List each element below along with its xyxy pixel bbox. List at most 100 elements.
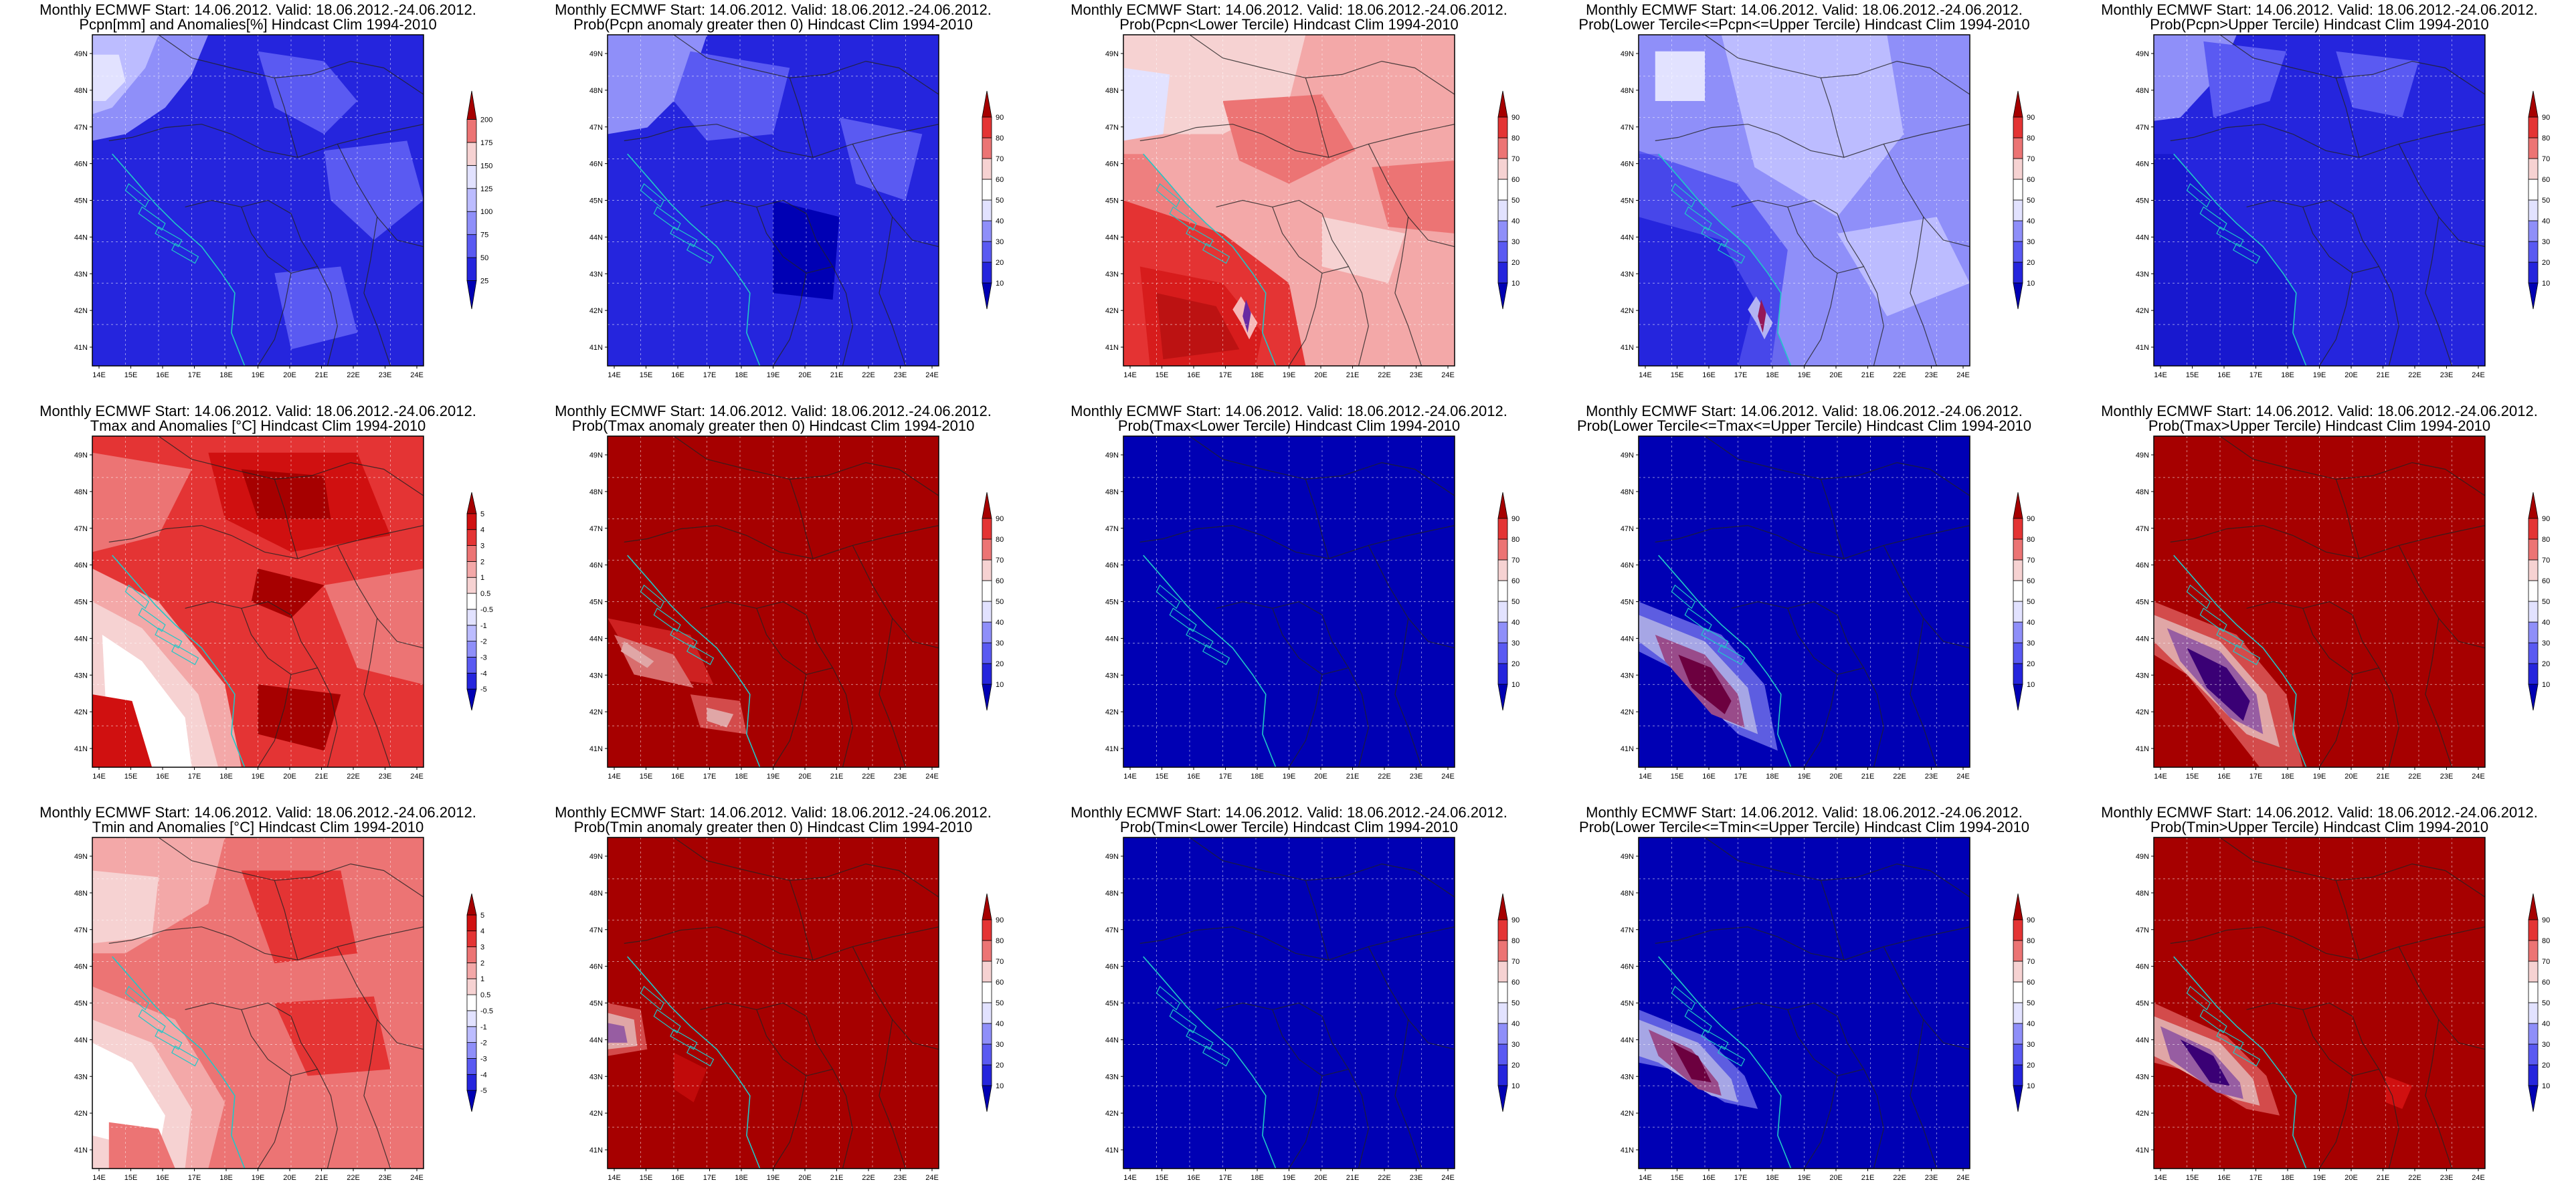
country-border — [673, 35, 939, 95]
latitude-labels: 49N 48N 47N 46N 45N 44N 43N 42N 41N — [1621, 853, 1639, 1155]
lat-label: 46N — [1105, 963, 1119, 971]
colorbar-segment — [2528, 199, 2539, 221]
lon-label: 18E — [1251, 773, 1264, 781]
colorbar-label: 80 — [1511, 536, 1520, 544]
lon-label: 14E — [608, 773, 621, 781]
colorbar-segment — [466, 1042, 477, 1059]
colorbar-segment — [466, 119, 477, 143]
lat-label: 42N — [74, 1110, 88, 1118]
colorbar-label: 80 — [996, 937, 1004, 945]
lon-label: 22E — [862, 1174, 875, 1182]
island-outline — [1186, 1029, 1214, 1050]
lon-label: 24E — [1956, 1174, 1970, 1182]
island-outline — [1701, 627, 1729, 649]
lat-label: 43N — [1105, 672, 1119, 680]
lat-label: 47N — [1621, 926, 1634, 934]
colorbar-label: 40 — [2542, 1020, 2550, 1028]
colorbar-label: 40 — [1511, 619, 1520, 627]
colorbar-segment — [2528, 1023, 2539, 1045]
colorbar-segment — [1497, 940, 1508, 962]
lon-label: 21E — [1346, 773, 1360, 781]
colorbar-label: 2 — [480, 558, 484, 566]
colorbar-label: 125 — [480, 185, 492, 193]
colorbar-segment — [982, 1002, 992, 1024]
colorbar-label: 70 — [2027, 958, 2035, 966]
colorbar-label: 200 — [480, 116, 492, 124]
country-border — [2170, 524, 2485, 559]
country-border — [1787, 608, 1864, 676]
lon-label: 14E — [92, 773, 106, 781]
lon-label: 23E — [1410, 1174, 1423, 1182]
lon-label: 23E — [379, 773, 392, 781]
latitude-labels: 49N 48N 47N 46N 45N 44N 43N 42N 41N — [74, 452, 92, 753]
lon-label: 20E — [283, 1174, 296, 1182]
contour-region — [773, 200, 840, 300]
country-border — [1803, 1076, 1838, 1169]
lat-label: 47N — [2136, 525, 2149, 533]
colorbar-segment — [982, 137, 992, 159]
lat-label: 43N — [74, 1073, 88, 1081]
colorbar-label: 0.5 — [480, 590, 490, 598]
longitude-labels: 14E 15E 16E 17E 18E 19E 20E 21E 22E 23E 24E — [92, 767, 424, 781]
lon-label: 17E — [703, 371, 717, 379]
country-border — [789, 880, 814, 961]
lat-label: 45N — [74, 197, 88, 205]
colorbar-segment — [2528, 601, 2539, 623]
coastline — [627, 956, 761, 1169]
colorbar-segment — [1497, 116, 1508, 138]
colorbar-label: 10 — [2542, 1082, 2550, 1090]
lat-label: 47N — [589, 124, 603, 132]
country-border — [1820, 78, 1845, 158]
lat-label: 41N — [2136, 1146, 2149, 1155]
colorbar-segment — [982, 1023, 992, 1045]
lat-label: 49N — [2136, 452, 2149, 460]
colorbar-label: 10 — [2542, 681, 2550, 689]
colorbar-segment — [2528, 580, 2539, 602]
colorbar-segment — [2013, 1064, 2023, 1086]
lon-label: 18E — [2281, 773, 2294, 781]
lat-label: 44N — [1621, 635, 1634, 643]
country-border — [1820, 479, 1845, 559]
country-border — [158, 436, 424, 496]
panel-title-line2: Prob(Pcpn>Upper Tercile) Hindcast Clim 1… — [2150, 16, 2488, 33]
country-border — [1216, 199, 1369, 366]
lon-label: 22E — [2408, 371, 2421, 379]
colorbar-label: 30 — [2542, 1041, 2550, 1049]
longitude-labels: 14E 15E 16E 17E 18E 19E 20E 21E 22E 23E 24E — [608, 1169, 939, 1182]
colorbar-label: -0.5 — [480, 606, 493, 614]
lat-label: 46N — [74, 963, 88, 971]
lat-label: 49N — [2136, 853, 2149, 861]
lat-label: 42N — [1105, 708, 1119, 716]
lon-label: 21E — [2377, 773, 2390, 781]
colorbar-segment — [466, 513, 477, 530]
colorbar-segment — [2528, 621, 2539, 643]
colorbar-label: 40 — [2027, 619, 2035, 627]
country-border — [1394, 618, 1422, 767]
lon-label: 17E — [188, 773, 201, 781]
lon-label: 16E — [156, 371, 169, 379]
colorbar-segment — [466, 577, 477, 594]
country-border — [789, 479, 814, 559]
colorbar-segment — [466, 914, 477, 932]
colorbar-label: 50 — [2542, 999, 2550, 1007]
country-border — [1216, 601, 1369, 767]
country-border — [1803, 273, 1838, 366]
lat-label: 41N — [1621, 1146, 1634, 1155]
colorbar-segment — [2013, 601, 2023, 623]
colorbar-segment — [982, 158, 992, 180]
lat-label: 49N — [74, 452, 88, 460]
lat-label: 44N — [1621, 1036, 1634, 1044]
country-border — [2246, 1002, 2399, 1169]
island-outline — [686, 1045, 715, 1067]
panel-title-line2: Prob(Pcpn<Lower Tercile) Hindcast Clim 1… — [1119, 16, 1458, 33]
colorbar-segment — [466, 545, 477, 562]
lon-label: 21E — [1861, 1174, 1875, 1182]
lat-label: 42N — [1105, 307, 1119, 315]
colorbar-label: 30 — [996, 639, 1004, 647]
lat-label: 46N — [2136, 562, 2149, 570]
adriatic-sea — [2154, 957, 2306, 1169]
country-border — [241, 207, 318, 274]
colorbar-segment — [466, 1026, 477, 1043]
colorbar-label: -3 — [480, 1055, 487, 1063]
colorbar-segment — [2013, 241, 2023, 263]
